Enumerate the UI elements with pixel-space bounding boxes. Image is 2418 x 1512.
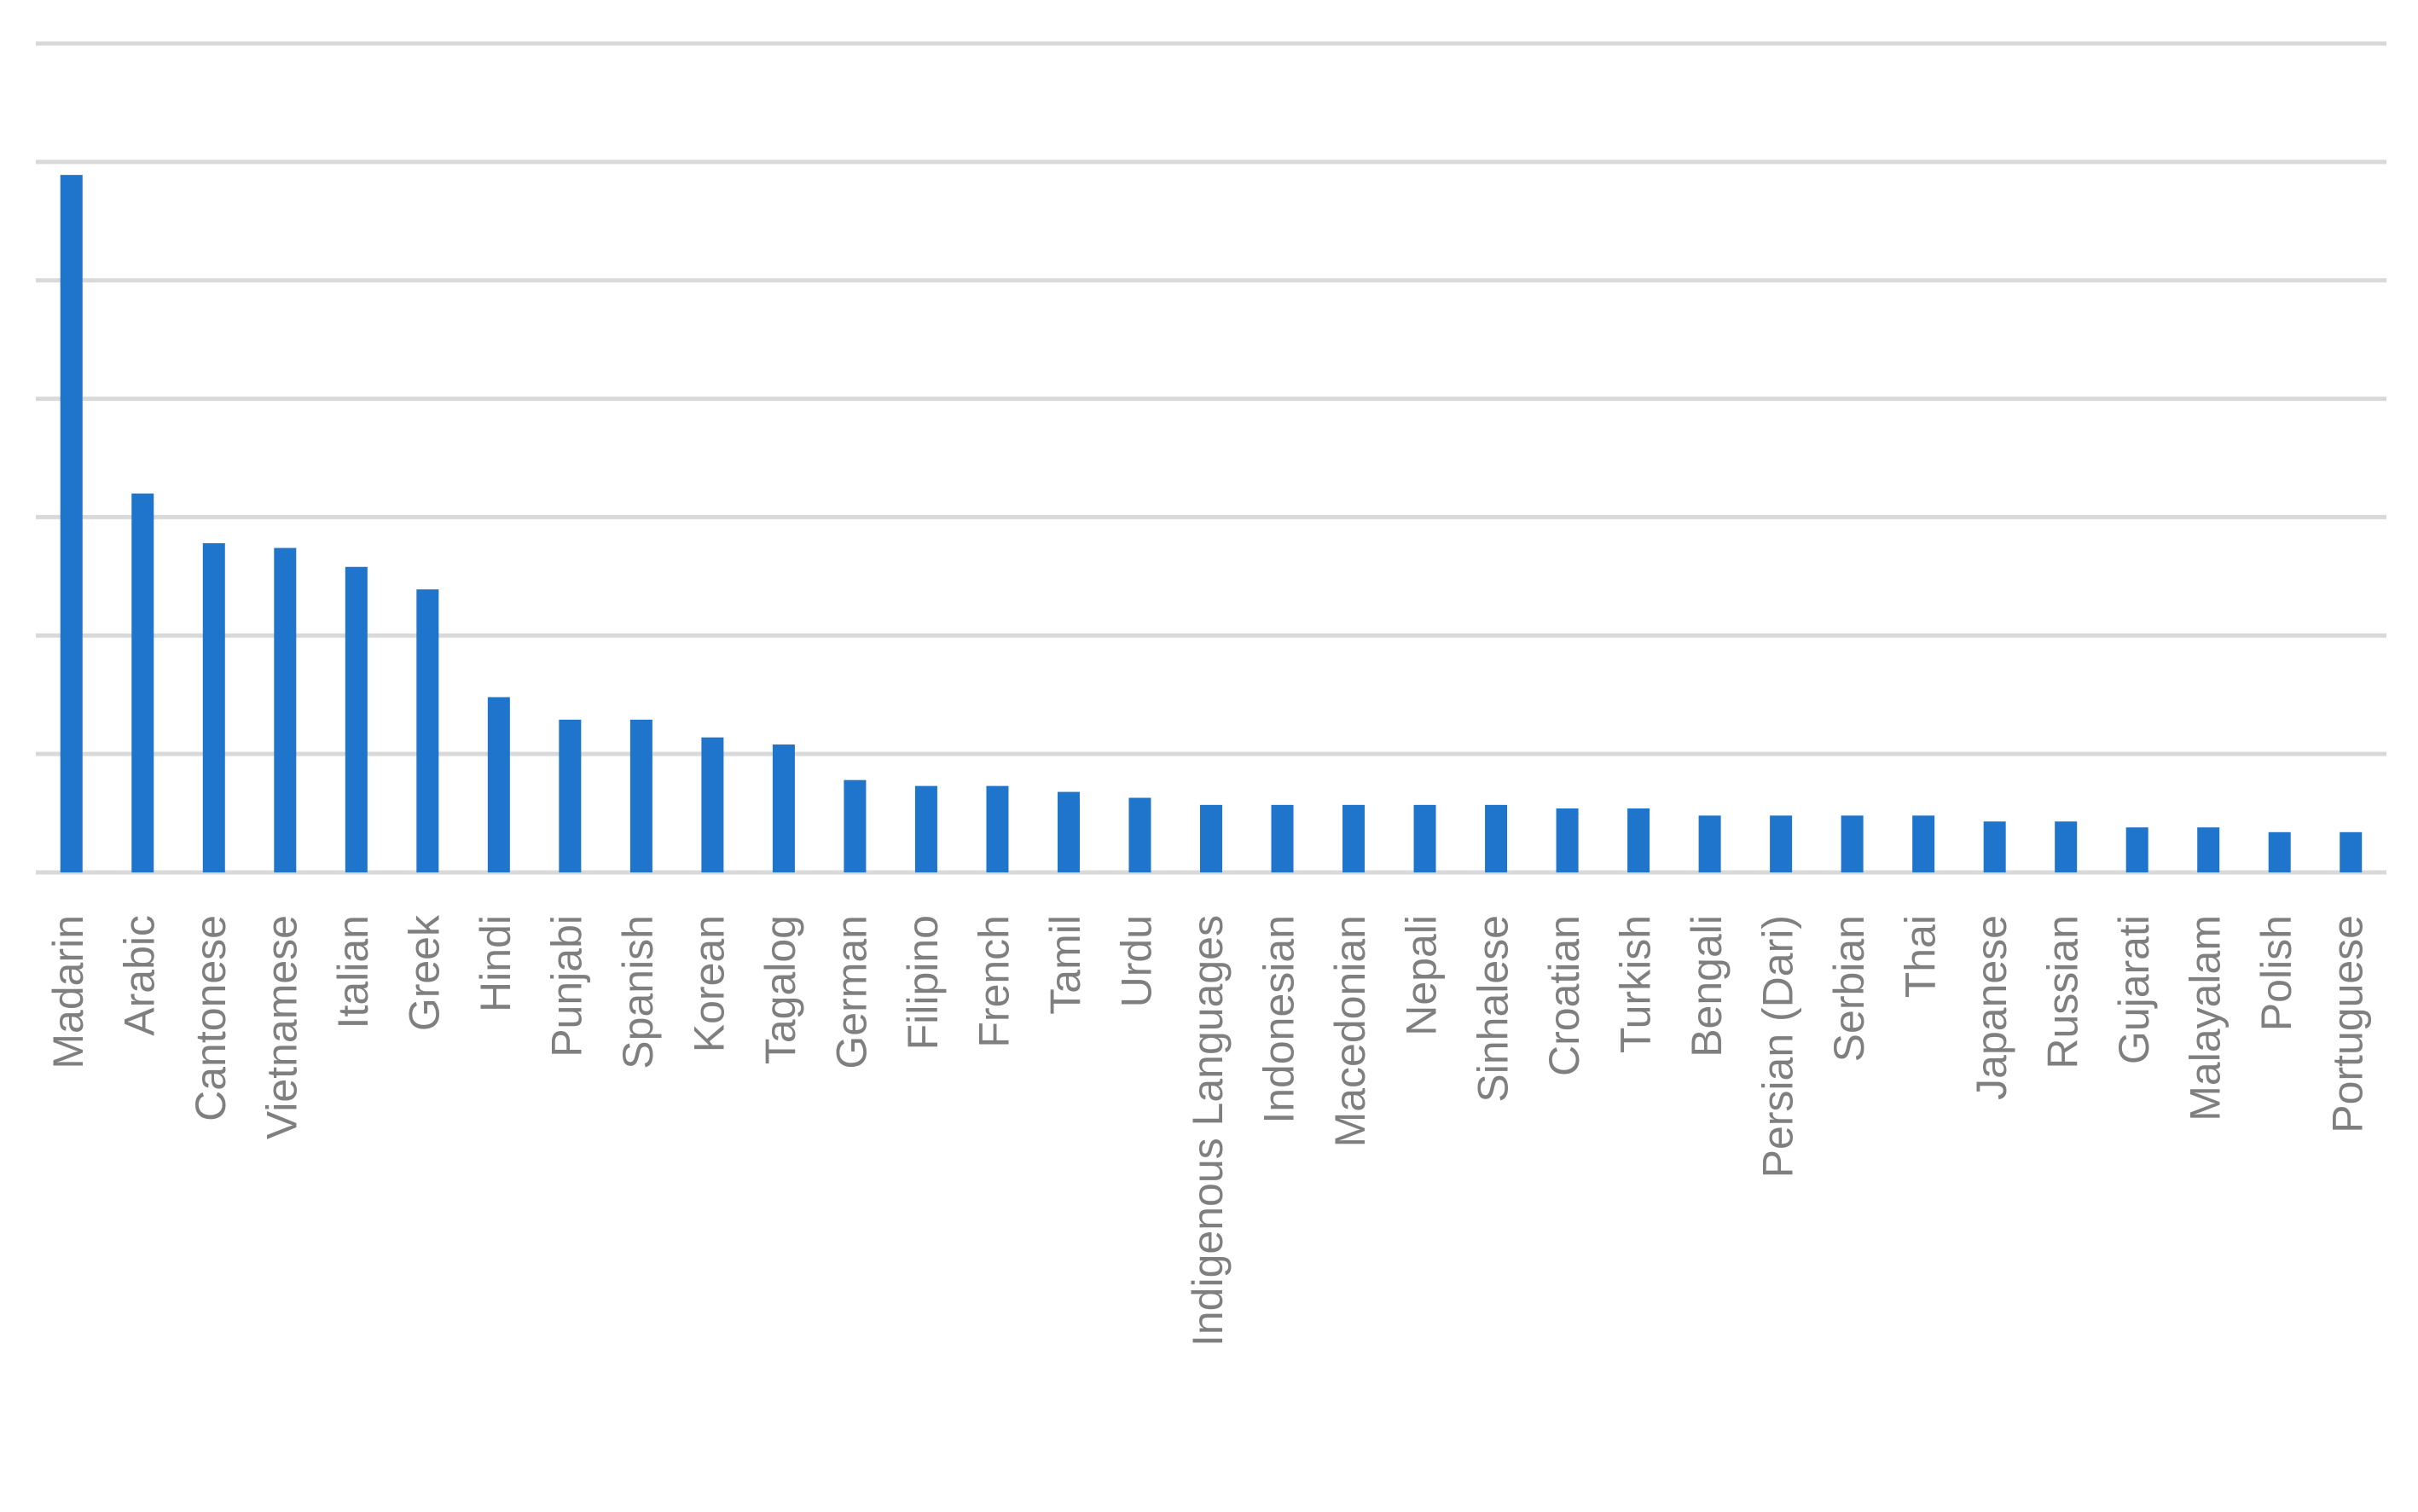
x-tick-label: Serbian — [1825, 915, 1873, 1062]
bar — [1556, 808, 1579, 872]
x-tick-label: Hindi — [472, 915, 519, 1012]
bar — [1912, 815, 1935, 872]
x-tick-label: Japanese — [1968, 915, 2015, 1100]
x-tick-label: Croatian — [1540, 915, 1588, 1076]
bar — [1057, 791, 1080, 872]
x-tick-label: Gujarati — [2110, 915, 2158, 1064]
x-tick-label: Italian — [329, 915, 377, 1028]
bar — [2125, 827, 2148, 872]
x-tick-label: Thai — [1896, 915, 1944, 998]
bar — [1271, 804, 1294, 872]
bar — [914, 785, 937, 872]
bar — [1627, 808, 1650, 872]
x-tick-label: Russian — [2038, 915, 2086, 1069]
x-tick-label: French — [971, 915, 1018, 1048]
bar — [131, 493, 154, 872]
x-tick-label: Greek — [401, 914, 449, 1031]
x-tick-label: Turkish — [1611, 915, 1659, 1053]
bar — [2268, 831, 2291, 872]
bar — [1983, 821, 2006, 872]
bar — [345, 566, 368, 872]
bar — [772, 744, 795, 872]
x-tick-label: Punjabi — [543, 915, 591, 1057]
x-tick-label: Persian (Dari) — [1754, 915, 1801, 1178]
x-tick-label: Tagalog — [757, 915, 804, 1064]
x-tick-label: Cantonese — [187, 915, 235, 1121]
bar — [701, 737, 724, 872]
bar — [1200, 804, 1222, 872]
bar — [2055, 821, 2078, 872]
x-tick-label: Malayalam — [2181, 915, 2229, 1121]
x-tick-label: Indigenous Languages — [1184, 915, 1232, 1347]
x-tick-label: Korean — [686, 915, 734, 1052]
x-tick-label: Arabic — [115, 915, 163, 1036]
x-tick-label: Portuguese — [2323, 915, 2371, 1133]
x-tick-label: Tamil — [1041, 915, 1089, 1015]
bar — [487, 697, 510, 872]
x-tick-label: German — [828, 915, 876, 1069]
bar — [1698, 815, 1721, 872]
bar — [202, 542, 225, 872]
x-tick-label: Spanish — [614, 915, 662, 1069]
bar — [274, 547, 297, 872]
x-tick-label: Nepali — [1398, 915, 1446, 1036]
x-tick-label: Urdu — [1113, 915, 1161, 1007]
bar — [1128, 797, 1151, 872]
bar — [559, 719, 582, 872]
bar — [2197, 827, 2220, 872]
x-tick-label: Bengali — [1683, 915, 1731, 1057]
bar — [416, 589, 439, 872]
bar — [629, 719, 652, 872]
x-tick-label: Madarin — [44, 915, 92, 1069]
bar — [60, 175, 83, 873]
bar — [1841, 815, 1864, 872]
x-tick-label: Macedonian — [1326, 915, 1374, 1147]
bar — [1770, 815, 1793, 872]
bar — [1342, 804, 1366, 872]
x-tick-label: Vietnamese — [258, 915, 306, 1139]
x-tick-label: Sinhalese — [1469, 915, 1516, 1103]
x-tick-label: Polish — [2253, 915, 2300, 1031]
bar — [986, 785, 1009, 872]
x-tick-label: Indonesian — [1255, 915, 1303, 1124]
x-tick-label: Filipino — [899, 915, 947, 1050]
bar — [844, 779, 867, 872]
bar — [1485, 804, 1508, 872]
bar — [2340, 831, 2363, 872]
bar — [1413, 804, 1436, 872]
